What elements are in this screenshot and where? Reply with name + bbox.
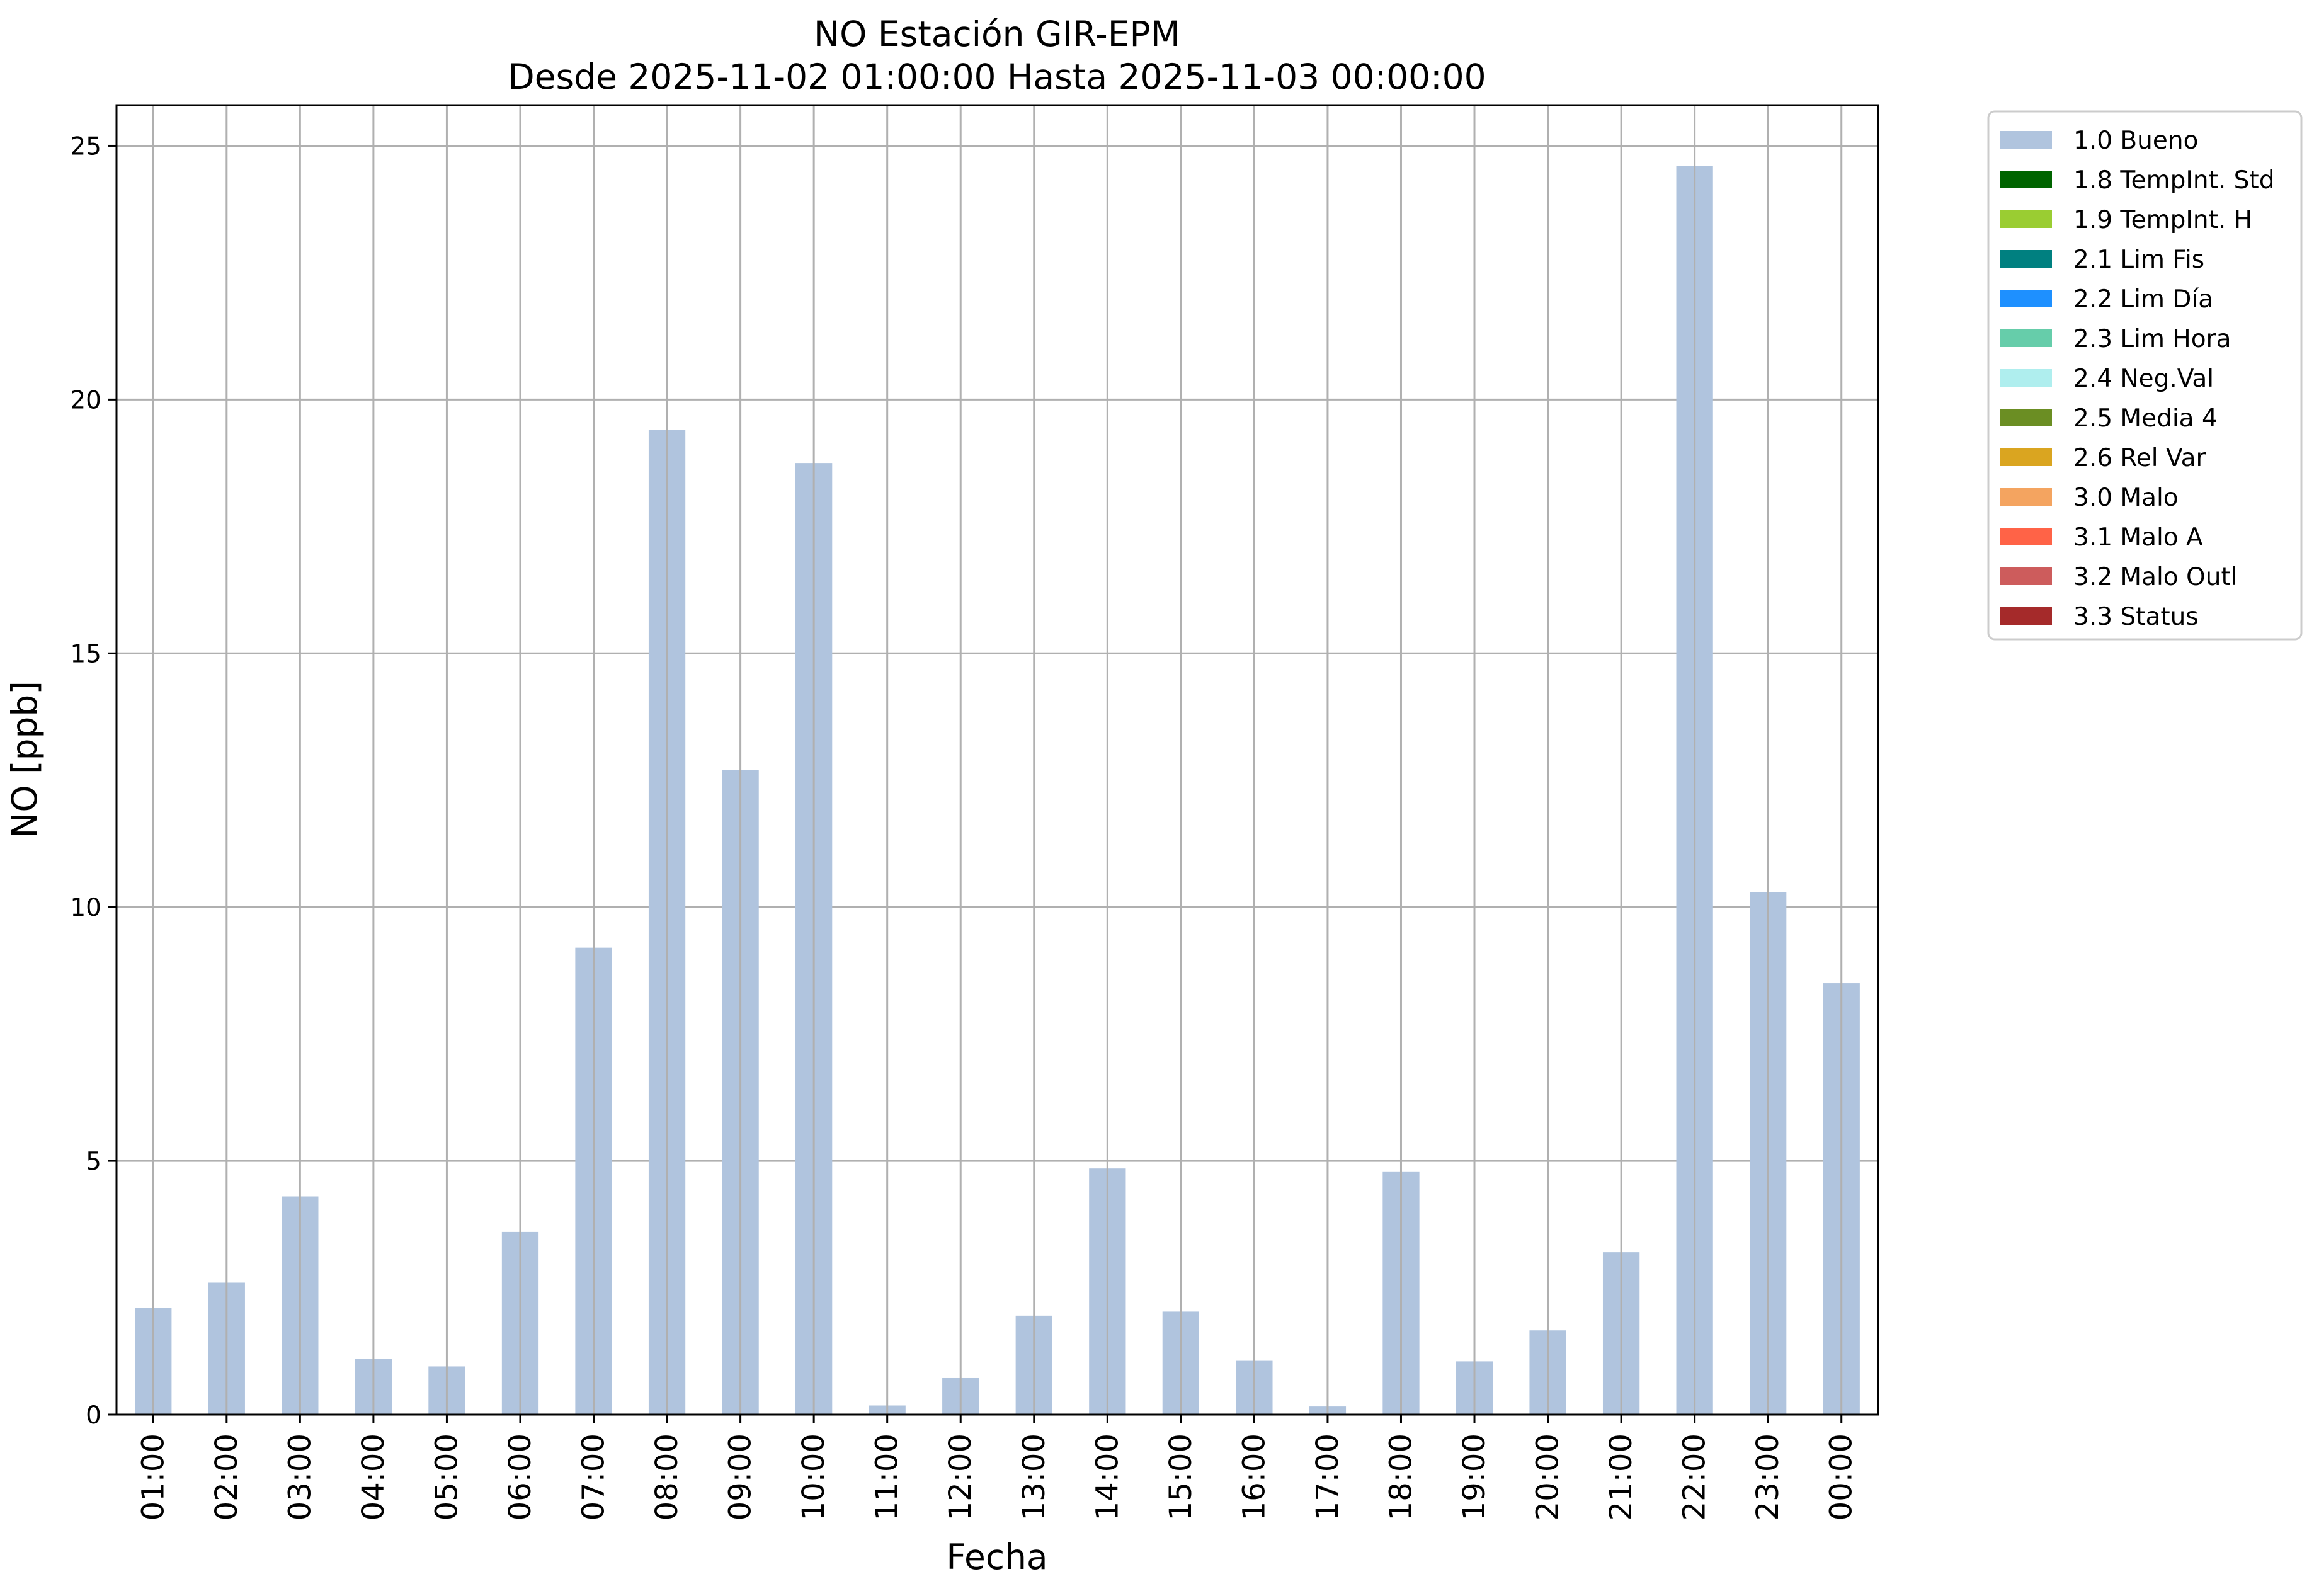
x-tick-label: 00:00 <box>1824 1434 1859 1520</box>
y-axis-label: NO [ppb] <box>4 681 45 838</box>
x-tick-label: 19:00 <box>1457 1434 1492 1520</box>
y-tick-label: 5 <box>86 1148 101 1176</box>
legend: 1.0 Bueno 1.8 TempInt. Std 1.9 TempInt. H 2… <box>1987 110 2303 641</box>
legend-label: 2.5 Media 4 <box>2073 404 2218 433</box>
x-tick-label: 09:00 <box>723 1434 758 1520</box>
legend-swatch <box>2000 488 2052 506</box>
legend-swatch <box>2000 448 2052 466</box>
vertical-grid-lines <box>152 105 1843 1415</box>
x-tick-label: 08:00 <box>649 1434 685 1520</box>
x-tick-label: 20:00 <box>1530 1434 1566 1520</box>
legend-swatch <box>2000 567 2052 585</box>
legend-label: 2.4 Neg.Val <box>2073 365 2214 393</box>
legend-label: 2.6 Rel Var <box>2073 444 2207 472</box>
legend-label: 3.2 Malo Outl <box>2073 563 2238 591</box>
x-axis-label: Fecha <box>946 1537 1047 1577</box>
y-tick-label: 0 <box>86 1401 101 1430</box>
x-tick-label: 16:00 <box>1236 1434 1272 1520</box>
legend-label: 3.0 Malo <box>2073 484 2179 512</box>
y-tick-label: 15 <box>70 640 101 668</box>
y-tick-label: 20 <box>70 386 101 414</box>
legend-swatch <box>2000 171 2052 188</box>
legend-label: 2.3 Lim Hora <box>2073 325 2231 353</box>
legend-label: 1.8 TempInt. Std <box>2073 166 2274 195</box>
grid-lines <box>117 144 1878 1416</box>
x-tick-label: 02:00 <box>209 1434 244 1520</box>
x-tick-label: 05:00 <box>429 1434 464 1520</box>
x-tick-label: 23:00 <box>1750 1434 1786 1520</box>
legend-swatch <box>2000 131 2052 149</box>
x-tick-label: 10:00 <box>796 1434 831 1520</box>
x-tick-label: 06:00 <box>503 1434 538 1520</box>
legend-swatch <box>2000 250 2052 268</box>
legend-label: 1.0 Bueno <box>2073 127 2198 155</box>
x-tick-label: 22:00 <box>1677 1434 1712 1520</box>
x-tick-label: 01:00 <box>135 1434 171 1520</box>
x-axis-ticks: 01:00 02:00 03:00 04:00 05:00 06:00 07:00 08:00… <box>135 1415 1859 1520</box>
chart-title: NO Estación GIR-EPM <box>814 14 1180 54</box>
y-axis-ticks: 0 5 10 15 20 25 <box>70 132 117 1430</box>
legend-swatch <box>2000 329 2052 347</box>
chart-subtitle: Desde 2025-11-02 01:00:00 Hasta 2025-11-… <box>508 57 1486 97</box>
legend-label: 2.1 Lim Fis <box>2073 246 2204 274</box>
x-tick-label: 07:00 <box>576 1434 612 1520</box>
legend-label: 3.1 Malo A <box>2073 523 2203 552</box>
x-tick-label: 12:00 <box>943 1434 978 1520</box>
legend-swatch <box>2000 409 2052 426</box>
legend-swatch <box>2000 210 2052 228</box>
legend-frame <box>1987 110 2303 641</box>
x-tick-label: 11:00 <box>870 1434 905 1520</box>
x-tick-label: 15:00 <box>1163 1434 1199 1520</box>
legend-swatch <box>2000 369 2052 387</box>
legend-swatch <box>2000 607 2052 625</box>
x-tick-label: 14:00 <box>1090 1434 1125 1520</box>
x-tick-label: 13:00 <box>1017 1434 1052 1520</box>
y-tick-label: 10 <box>70 894 101 922</box>
y-tick-label: 25 <box>70 132 101 161</box>
x-tick-label: 18:00 <box>1383 1434 1418 1520</box>
x-tick-label: 04:00 <box>356 1434 391 1520</box>
x-tick-label: 03:00 <box>282 1434 317 1520</box>
plot-frame <box>115 104 1879 1416</box>
x-tick-label: 21:00 <box>1604 1434 1639 1520</box>
legend-label: 1.9 TempInt. H <box>2073 206 2252 234</box>
legend-swatch <box>2000 290 2052 307</box>
legend-swatch <box>2000 528 2052 545</box>
bars <box>135 166 1860 1415</box>
legend-label: 3.3 Status <box>2073 603 2199 631</box>
x-tick-label: 17:00 <box>1310 1434 1345 1520</box>
legend-label: 2.2 Lim Día <box>2073 285 2213 314</box>
